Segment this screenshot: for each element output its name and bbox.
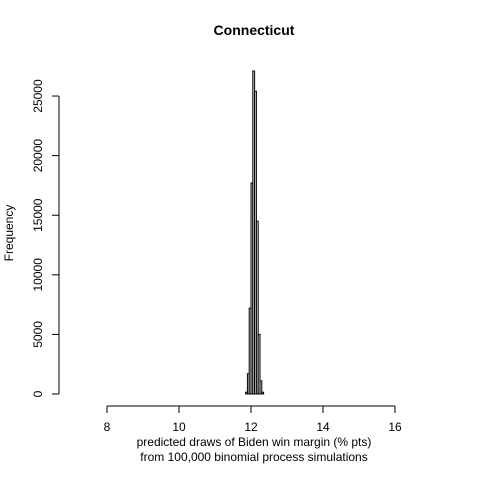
y-tick-label-0: 0 xyxy=(31,390,45,397)
x-axis: 8 10 12 14 16 xyxy=(104,405,402,434)
chart-title: Connecticut xyxy=(214,22,295,38)
histogram-bar-6 xyxy=(255,220,259,395)
x-tick-label-12: 12 xyxy=(244,420,258,434)
x-tick-label-14: 14 xyxy=(316,420,330,434)
y-tick-label-15000: 15000 xyxy=(31,198,45,232)
x-tick-label-8: 8 xyxy=(104,420,111,434)
y-axis: 0 5000 10000 15000 20000 25000 xyxy=(31,79,60,397)
y-axis-label: Frequency xyxy=(2,205,16,262)
histogram-bar-7 xyxy=(257,333,261,395)
histogram-bars xyxy=(245,70,265,395)
x-tick-label-16: 16 xyxy=(388,420,402,434)
histogram-bar-9 xyxy=(261,391,265,395)
x-tick-label-10: 10 xyxy=(172,420,186,434)
y-tick-label-5000: 5000 xyxy=(31,321,45,348)
y-tick-label-10000: 10000 xyxy=(31,258,45,292)
x-axis-label-line1: predicted draws of Biden win margin (% p… xyxy=(137,435,372,449)
histogram-bar-8 xyxy=(259,380,263,395)
y-tick-label-25000: 25000 xyxy=(31,79,45,113)
x-axis-label-line2: from 100,000 binomial process simulation… xyxy=(140,450,367,464)
y-tick-label-20000: 20000 xyxy=(31,139,45,173)
